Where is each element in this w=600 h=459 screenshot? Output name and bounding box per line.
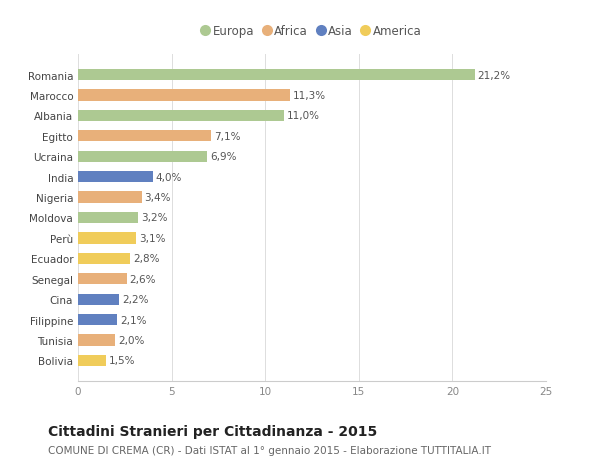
Text: 11,3%: 11,3%: [292, 91, 325, 101]
Bar: [78, 131, 211, 142]
Text: 4,0%: 4,0%: [155, 172, 182, 182]
Text: 2,6%: 2,6%: [130, 274, 156, 284]
Text: 7,1%: 7,1%: [214, 132, 240, 141]
Text: 21,2%: 21,2%: [478, 71, 511, 80]
Bar: [78, 70, 475, 81]
Text: 6,9%: 6,9%: [210, 152, 236, 162]
Text: 3,4%: 3,4%: [145, 193, 171, 203]
Bar: [78, 355, 106, 366]
Text: 2,2%: 2,2%: [122, 295, 148, 304]
Bar: [78, 172, 153, 183]
Bar: [78, 294, 119, 305]
Text: Cittadini Stranieri per Cittadinanza - 2015: Cittadini Stranieri per Cittadinanza - 2…: [48, 425, 377, 438]
Bar: [78, 233, 136, 244]
Bar: [78, 192, 142, 203]
Text: 2,0%: 2,0%: [118, 335, 145, 345]
Bar: [78, 213, 138, 224]
Text: 3,2%: 3,2%: [141, 213, 167, 223]
Text: 3,1%: 3,1%: [139, 233, 166, 243]
Bar: [78, 111, 284, 122]
Legend: Europa, Africa, Asia, America: Europa, Africa, Asia, America: [199, 22, 425, 42]
Bar: [78, 253, 130, 264]
Bar: [78, 90, 290, 101]
Bar: [78, 151, 207, 162]
Text: 2,8%: 2,8%: [133, 254, 160, 264]
Text: 11,0%: 11,0%: [287, 111, 320, 121]
Bar: [78, 314, 118, 325]
Text: 1,5%: 1,5%: [109, 356, 136, 365]
Text: COMUNE DI CREMA (CR) - Dati ISTAT al 1° gennaio 2015 - Elaborazione TUTTITALIA.I: COMUNE DI CREMA (CR) - Dati ISTAT al 1° …: [48, 445, 491, 455]
Bar: [78, 274, 127, 285]
Text: 2,1%: 2,1%: [120, 315, 146, 325]
Bar: [78, 335, 115, 346]
